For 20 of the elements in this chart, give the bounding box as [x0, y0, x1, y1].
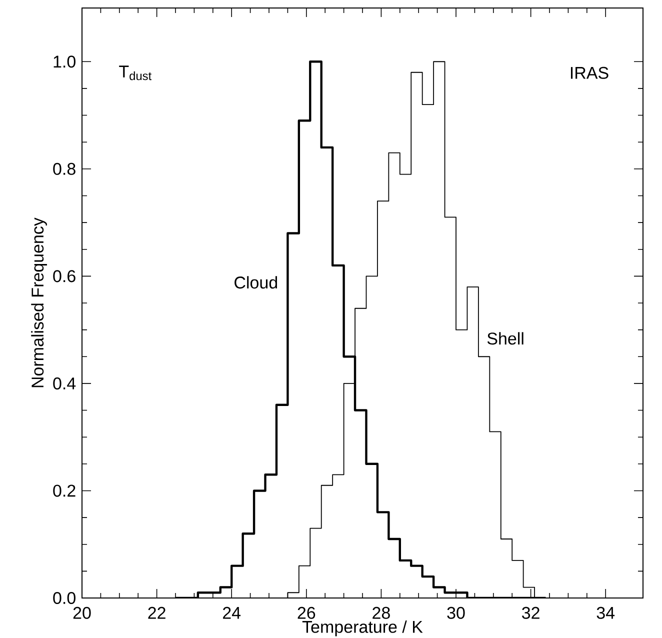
- series-label: Shell: [487, 332, 524, 345]
- annotation: IRAS: [570, 66, 608, 79]
- x-tick-label: 30: [447, 606, 465, 619]
- x-tick-label: 20: [73, 606, 91, 619]
- y-tick-label: 0.0: [53, 592, 76, 604]
- x-tick-label: 32: [522, 606, 540, 619]
- y-tick-label: 0.6: [53, 270, 76, 282]
- annotation: T$_{dust}$: [119, 66, 152, 80]
- y-tick-label: 0.8: [53, 162, 76, 175]
- y-tick-label: 0.2: [53, 484, 76, 497]
- series-label: Cloud: [234, 276, 278, 289]
- x-tick-label: 22: [148, 606, 166, 619]
- x-tick-label: 24: [223, 606, 241, 619]
- y-tick-label: 1.0: [54, 56, 76, 68]
- x-axis-title: Temperature / K: [302, 620, 423, 636]
- y-axis-title: Normalised Frequency: [31, 218, 47, 388]
- x-tick-label: 26: [298, 606, 316, 619]
- x-tick-label: 34: [596, 606, 615, 619]
- y-tick-label: 0.4: [53, 377, 76, 390]
- x-tick-label: 28: [372, 606, 390, 619]
